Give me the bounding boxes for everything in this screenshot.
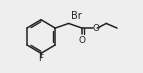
Text: F: F <box>38 54 44 63</box>
Text: O: O <box>92 24 99 33</box>
Text: O: O <box>79 36 86 45</box>
Text: Br: Br <box>71 11 82 21</box>
